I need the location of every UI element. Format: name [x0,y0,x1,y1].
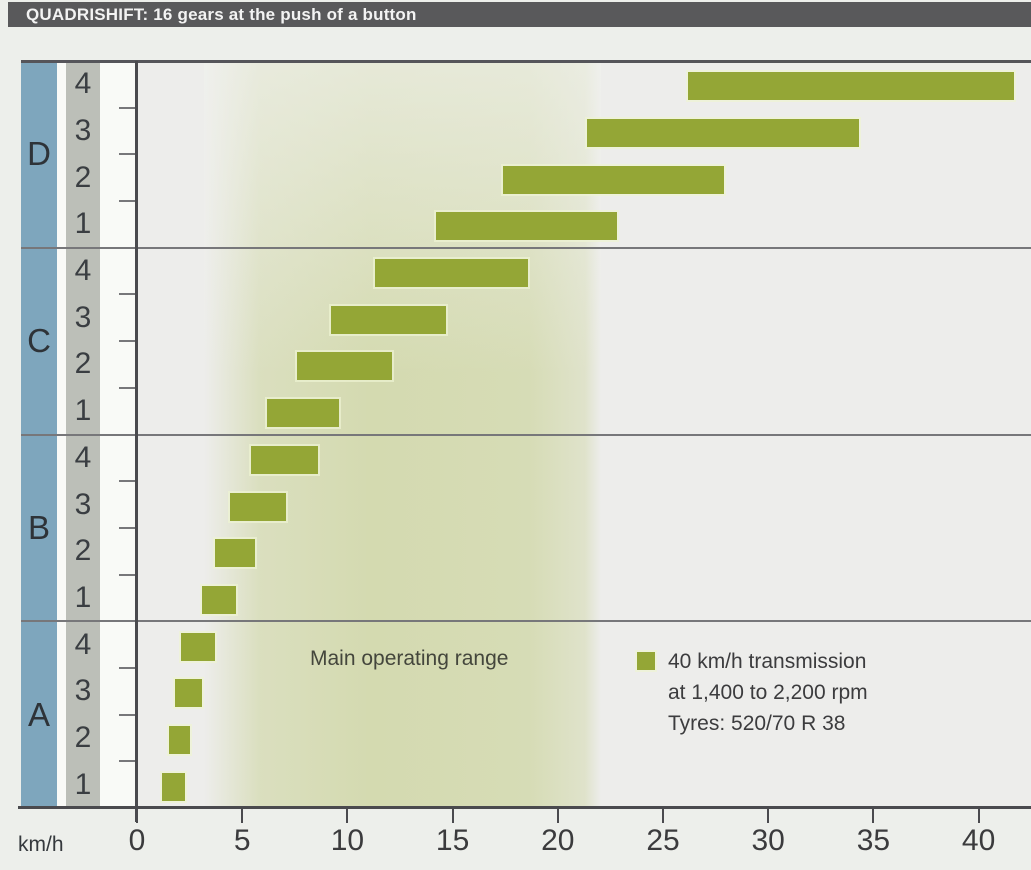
x-axis-tick [241,809,244,823]
gear-number-label: 3 [74,114,92,148]
x-axis-tick [451,809,454,823]
gear-speed-bar [181,632,215,661]
gear-row-tick [119,386,137,389]
x-axis-tick [872,809,875,823]
x-axis-tick [346,809,349,823]
legend-line-3: Tyres: 520/70 R 38 [668,712,846,735]
gear-row-tick [119,106,137,109]
gear-speed-bar [587,119,859,148]
gear-speed-bar [296,352,392,381]
gear-row-tick [119,760,137,763]
group-boundary-line [21,620,1031,623]
gear-speed-bar [503,165,724,194]
x-axis-baseline [18,806,1031,809]
x-axis-tick-label: 25 [646,824,680,857]
gear-speed-bar [162,772,186,801]
gear-speed-bar [330,305,447,334]
gear-number-label: 1 [74,580,92,614]
gear-number-label: 3 [74,300,92,334]
gear-row-tick [119,200,137,203]
gear-number-label: 1 [74,207,92,241]
gear-number-label: 4 [74,67,92,101]
x-axis-tick-label: 35 [856,824,891,857]
gear-speed-bar [202,585,236,614]
gear-number-label: 4 [74,254,92,288]
x-axis-tick [556,809,559,823]
x-axis-tick-label: 10 [330,824,365,857]
gear-number-label: 4 [74,627,92,661]
legend-line-2: at 1,400 to 2,200 rpm [668,681,868,704]
range-group-label: A [27,695,50,733]
gear-number-label: 4 [74,440,92,474]
gear-row-tick [119,480,137,483]
group-boundary-line [21,433,1031,436]
title-bar: QUADRISHIFT: 16 gears at the push of a b… [8,2,1031,27]
gear-number-label: 2 [74,534,92,568]
gear-speed-bar [250,445,318,474]
gear-speed-bar [168,725,190,754]
x-axis-tick-label: 40 [961,824,996,857]
gear-number-label: 3 [74,487,92,521]
x-axis-tick-label: 15 [435,824,470,857]
gear-number-label: 1 [74,767,92,801]
gear-row-tick [119,713,137,716]
gear-speed-bar [374,259,529,288]
legend-swatch-icon [637,652,655,670]
gear-number-label: 2 [74,720,92,754]
gear-speed-bar [267,399,339,428]
legend-line-1: 40 km/h transmission [668,650,867,673]
gear-row-tick [119,340,137,343]
group-boundary-line [21,246,1031,249]
legend: 40 km/h transmission at 1,400 to 2,200 r… [637,646,937,739]
x-axis-tick [977,809,980,823]
x-axis-tick-label: 30 [751,824,785,857]
x-axis-unit-label: km/h [18,833,64,856]
x-axis-tick-label: 0 [128,824,146,857]
gear-speed-bar [435,212,617,241]
range-group-label: B [27,508,50,546]
gear-number-label: 2 [74,347,92,381]
gear-speed-bar [229,492,287,521]
gear-speed-bar [214,539,255,568]
x-axis-tick-label: 20 [541,824,575,857]
range-group-label: C [27,322,51,360]
x-axis-tick-label: 5 [233,824,251,857]
gear-number-label: 1 [74,394,92,428]
gear-row-tick [119,526,137,529]
gear-row-tick [119,293,137,296]
gear-row-tick [119,573,137,576]
gear-speed-bar [174,679,203,708]
gear-row-tick [119,666,137,669]
range-group-label: D [27,135,51,173]
y-axis-line [135,61,138,822]
band-label: Main operating range [310,647,509,670]
x-axis-tick [662,809,664,823]
gear-row-tick [119,153,137,156]
x-axis-tick [767,809,770,823]
gear-speed-bar [688,72,1015,101]
gear-number-label: 2 [74,160,92,194]
plot-top-border [21,60,1031,63]
gear-number-label: 3 [74,674,92,708]
